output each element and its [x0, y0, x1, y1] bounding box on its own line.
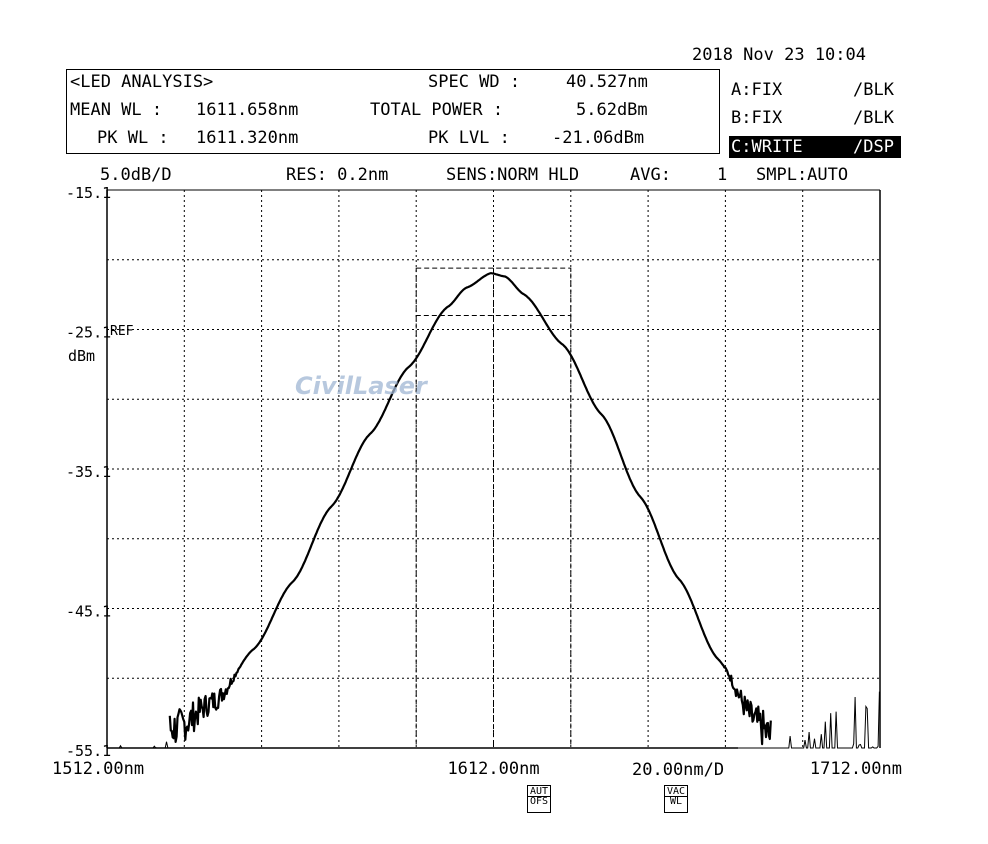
pk-lvl-label: PK LVL : — [428, 128, 510, 148]
trace-a-name: A:FIX — [731, 80, 783, 100]
auto-offset-line2: OFS — [528, 796, 550, 807]
vacuum-wl-button[interactable]: VAC WL — [664, 785, 688, 813]
total-power-value: 5.62dBm — [576, 100, 648, 120]
trace-b-mode: /BLK — [853, 108, 894, 128]
x-tick-label: 1612.00nm — [447, 759, 539, 779]
mean-wl-value: 1611.658nm — [196, 100, 299, 120]
spec-wd-value: 40.527nm — [566, 72, 648, 92]
pk-lvl-value: -21.06dBm — [552, 128, 645, 148]
trace-b-name: B:FIX — [731, 108, 783, 128]
datetime: 2018 Nov 23 10:04 — [692, 45, 866, 65]
total-power-label: TOTAL POWER : — [370, 100, 504, 120]
trace-c-highlight — [729, 136, 901, 158]
vacuum-wl-line2: WL — [665, 796, 687, 807]
search-box-rect — [415, 267, 572, 317]
peak-search-box — [415, 267, 572, 748]
pk-wl-label: PK WL : — [97, 128, 169, 148]
x-tick-label: 1512.00nm — [52, 759, 144, 779]
x-division-label: 20.00nm/D — [632, 760, 725, 780]
trace-c-mode: /DSP — [853, 137, 894, 157]
sampling-label: SMPL:AUTO — [756, 165, 849, 185]
mode-label: <LED ANALYSIS> — [70, 72, 214, 92]
watermark: CivilLaser — [295, 372, 427, 400]
y-tick-label: -25.1 — [66, 324, 111, 342]
trace-a-mode: /BLK — [853, 80, 894, 100]
trace-c-name: C:WRITE — [731, 137, 803, 157]
ref-label: REF — [110, 324, 134, 339]
x-tick-label: 1712.00nm — [810, 759, 902, 779]
avg-label: AVG: — [630, 165, 671, 185]
resolution-label: RES: 0.2nm — [286, 165, 389, 185]
y-tick-label: -15.1 — [66, 184, 111, 202]
auto-offset-button[interactable]: AUT OFS — [527, 785, 551, 813]
pk-wl-value: 1611.320nm — [196, 128, 299, 148]
spectrum-noise — [107, 691, 880, 749]
avg-value: 1 — [717, 165, 728, 185]
scale-label: 5.0dB/D — [100, 165, 172, 185]
spectrum-trace — [168, 272, 772, 746]
spec-wd-label: SPEC WD : — [428, 72, 521, 92]
vacuum-wl-line1: VAC — [666, 786, 686, 797]
y-tick-label: -45.1 — [66, 603, 111, 621]
auto-offset-line1: AUT — [529, 786, 549, 797]
analysis-info-box — [66, 69, 720, 154]
y-unit-label: dBm — [68, 347, 96, 365]
y-tick-label: -35.1 — [66, 463, 111, 481]
mean-wl-label: MEAN WL : — [70, 100, 163, 120]
sensitivity-label: SENS:NORM HLD — [446, 165, 580, 185]
y-tick-label: -55.1 — [66, 742, 111, 760]
